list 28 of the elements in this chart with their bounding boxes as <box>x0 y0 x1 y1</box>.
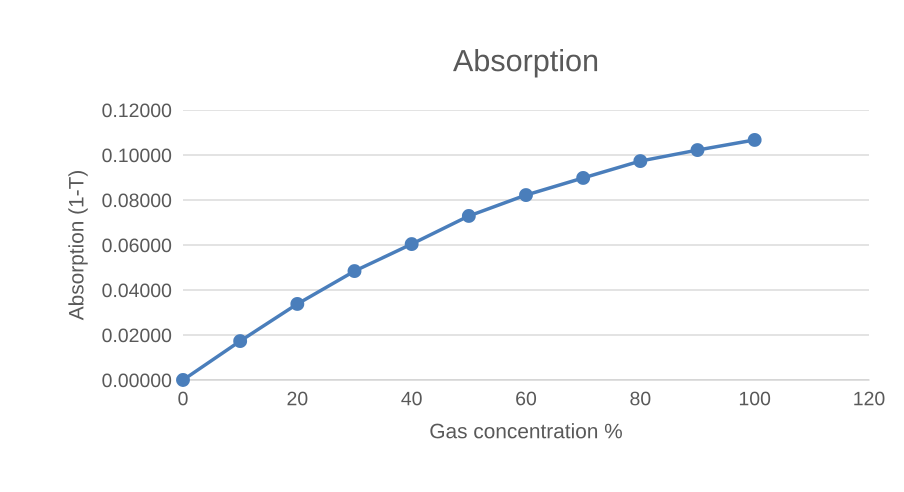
x-tick-label: 20 <box>288 392 308 406</box>
y-tick-label: 0.00000 <box>102 373 172 388</box>
x-tick-label: 100 <box>740 392 770 406</box>
chart-title: Absorption <box>453 48 598 78</box>
y-axis-title: Absorption (1-T) <box>68 171 88 320</box>
y-tick-label: 0.08000 <box>102 193 172 208</box>
x-tick-label: 0 <box>178 392 188 406</box>
y-tick-label: 0.02000 <box>102 328 172 342</box>
point <box>690 143 704 157</box>
x-tick-label: 80 <box>630 392 650 406</box>
point <box>348 264 362 278</box>
y-tick-label: 0.10000 <box>102 148 172 162</box>
point <box>576 171 590 185</box>
x-tick-label: 40 <box>401 392 422 406</box>
point <box>633 154 648 168</box>
point <box>519 188 533 202</box>
point <box>233 334 248 348</box>
point <box>748 132 762 147</box>
y-tick-label: 0.04000 <box>102 283 172 298</box>
point <box>404 237 419 252</box>
point <box>290 297 304 311</box>
y-tick-label: 0.12000 <box>102 103 172 118</box>
y-tick-label: 0.06000 <box>102 238 172 252</box>
point <box>462 209 476 223</box>
x-axis-title: Gas concentration % <box>430 423 622 438</box>
x-tick-label: 120 <box>854 392 884 406</box>
point <box>176 373 190 387</box>
x-tick-label: 60 <box>516 392 536 406</box>
